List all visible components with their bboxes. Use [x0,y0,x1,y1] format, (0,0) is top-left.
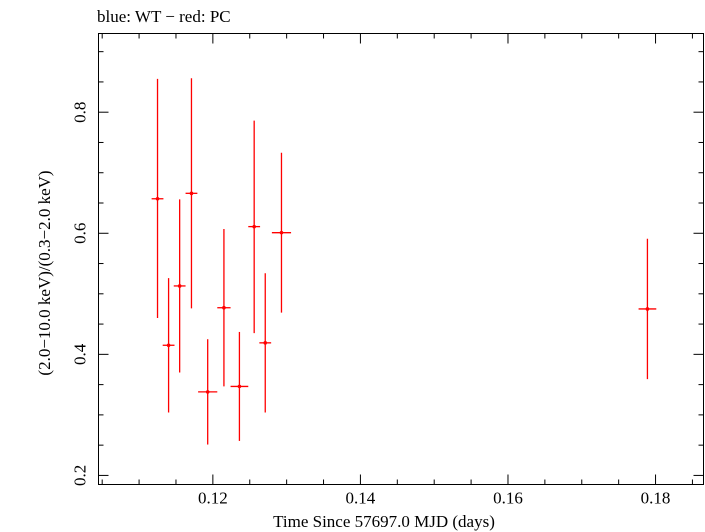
data-point [252,224,256,229]
x-tick-label: 0.16 [493,489,523,508]
y-tick-label: 0.4 [71,343,90,365]
data-point [222,305,226,310]
y-tick-label: 0.2 [71,465,90,486]
plot-frame [98,33,704,485]
axis-ticks [98,33,704,485]
series-layer [151,78,657,445]
data-point [155,196,160,201]
y-axis-label: (2.0−10.0 keV)/(0.3−2.0 keV) [35,170,54,375]
data-point [645,307,650,311]
axis-tick-labels: 0.12 0.14 0.16 0.18 0.2 0.4 0.6 0.8 [71,102,671,508]
data-point [279,230,284,235]
x-tick-label: 0.14 [346,489,376,508]
data-point [237,384,242,389]
y-tick-label: 0.6 [71,223,90,244]
chart-title: blue: WT − red: PC [97,7,231,26]
data-point [189,191,194,196]
x-axis-label: Time Since 57697.0 MJD (days) [273,512,495,531]
series-pc [151,78,657,445]
x-tick-label: 0.12 [198,489,228,508]
y-tick-label: 0.8 [71,102,90,123]
data-point [263,341,268,345]
data-point [166,343,171,348]
data-point [205,390,210,394]
data-point [177,284,182,288]
x-tick-label: 0.18 [641,489,671,508]
